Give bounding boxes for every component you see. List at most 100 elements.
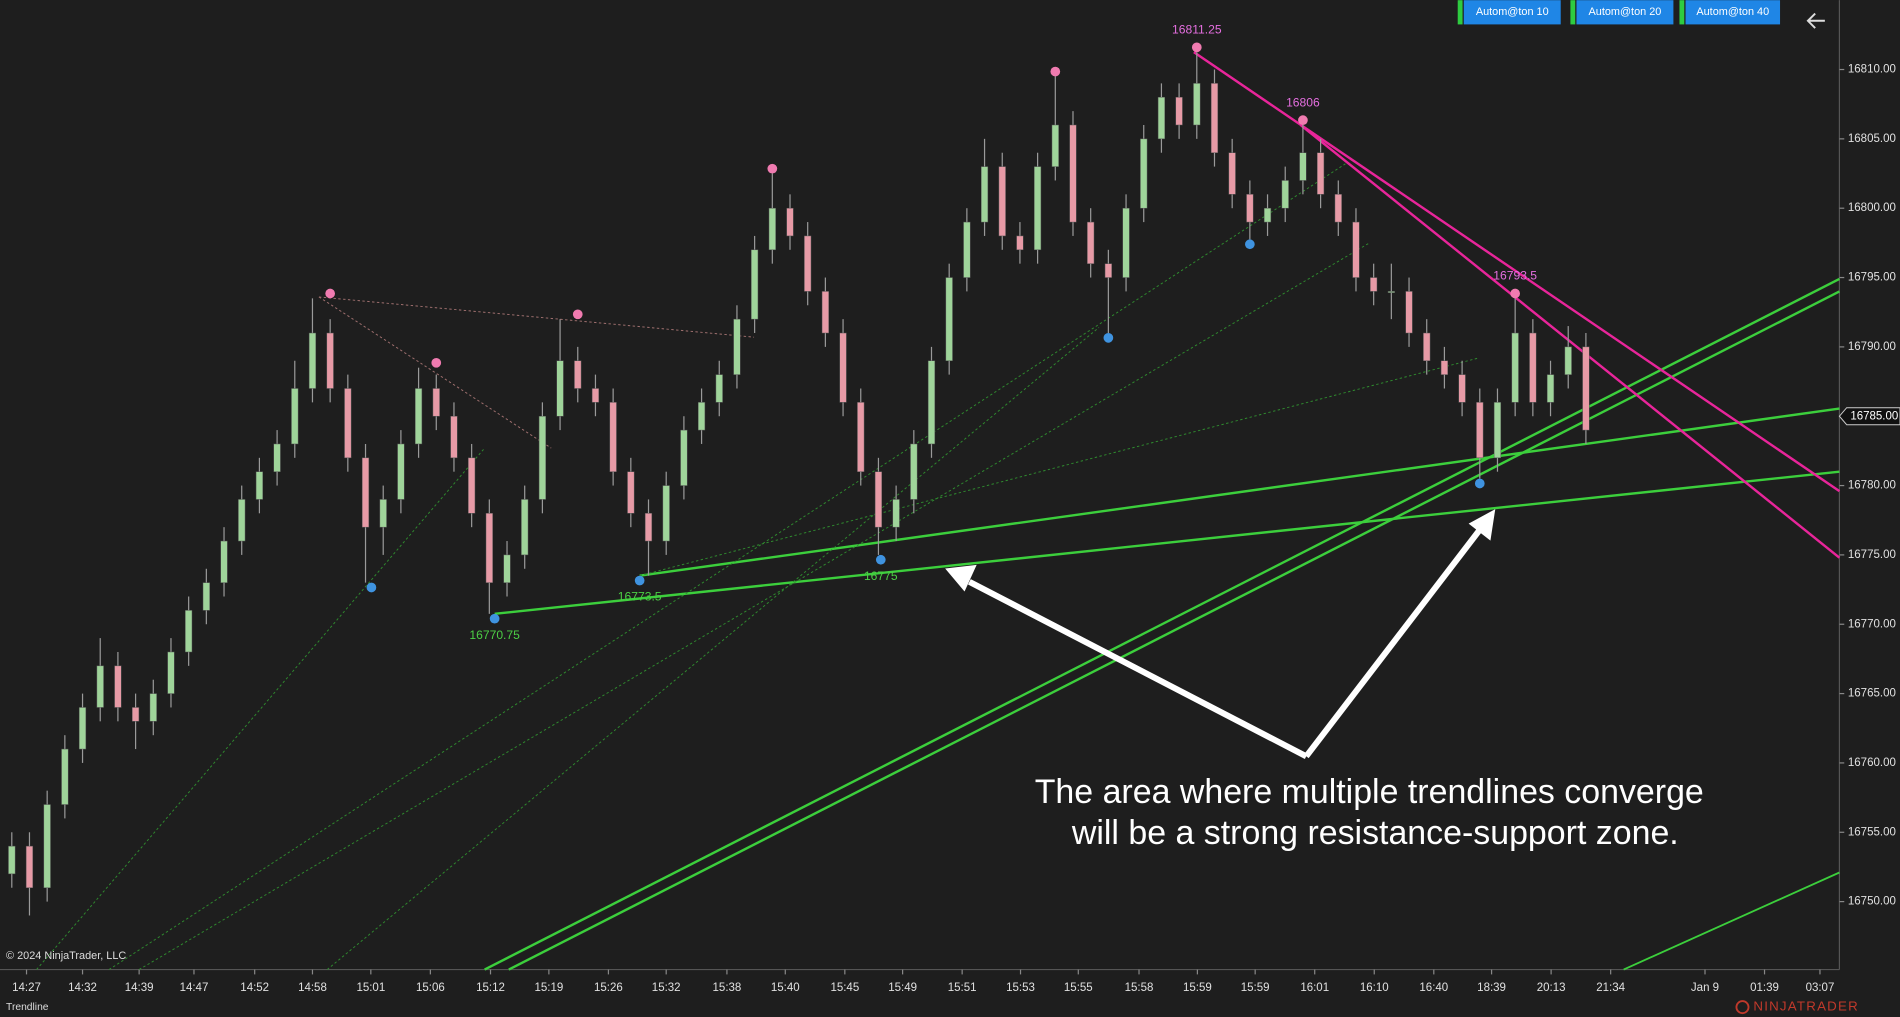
- x-tick-label: 15:58: [1125, 982, 1154, 994]
- annotation: will be a strong resistance-support zone…: [1071, 814, 1679, 852]
- button-label[interactable]: Autom@ton 20: [1589, 6, 1662, 18]
- x-tick-label: 15:38: [713, 982, 742, 994]
- candle-body: [1016, 235, 1024, 251]
- button[interactable]: [1463, 0, 1561, 25]
- candle-body: [680, 429, 688, 486]
- candle-body: [857, 402, 865, 472]
- y-tick-label: 16805.00: [1848, 133, 1896, 145]
- candle-body: [238, 499, 246, 542]
- trendline: [1623, 871, 1840, 971]
- trendline: [508, 290, 1840, 971]
- candle-body: [1423, 332, 1431, 361]
- tab-label[interactable]: Trendline: [6, 1002, 49, 1013]
- candle-body: [1104, 263, 1112, 278]
- pivot-marker: [767, 163, 778, 174]
- candle-body: [574, 360, 582, 389]
- y-tick-label: 16755.00: [1848, 826, 1896, 838]
- candle-body: [609, 402, 617, 472]
- x-tick-label: 15:19: [534, 982, 563, 994]
- last-price-label: 16785.00: [1850, 410, 1898, 422]
- candle-body: [804, 235, 812, 292]
- trendline: [494, 470, 1840, 616]
- x-tick-label: 15:51: [948, 982, 977, 994]
- button-label[interactable]: Autom@ton 10: [1476, 6, 1549, 18]
- y-tick-label: 16775.00: [1848, 549, 1896, 561]
- arrow-head: [945, 564, 977, 592]
- x-tick-label: 15:12: [476, 982, 505, 994]
- callout-arrows: [945, 509, 1496, 759]
- candle-body: [202, 582, 210, 611]
- y-tick-label: 16795.00: [1848, 272, 1896, 284]
- candle-body: [874, 471, 883, 528]
- candle-body: [149, 693, 157, 722]
- x-tick-label: 15:53: [1006, 982, 1035, 994]
- button-label[interactable]: Autom@ton 40: [1696, 6, 1769, 18]
- candle-body: [1352, 221, 1360, 278]
- candle-body: [715, 374, 723, 403]
- pivot-marker: [489, 613, 500, 624]
- candle-body: [751, 249, 759, 320]
- candle-body: [167, 651, 175, 694]
- candle-body: [1476, 402, 1484, 459]
- x-tick-label: 18:39: [1477, 982, 1506, 994]
- candle-body: [1299, 152, 1307, 181]
- candle-body: [1511, 332, 1519, 403]
- candle-body: [25, 845, 34, 888]
- x-tick-label: 15:40: [771, 982, 800, 994]
- logo: NINJATRADER: [1753, 999, 1859, 1014]
- candle-body: [185, 610, 193, 653]
- candle-body: [892, 499, 900, 528]
- candle-body: [998, 166, 1006, 237]
- candle-body: [1193, 83, 1201, 126]
- pivot-label: 16775: [864, 569, 898, 583]
- x-tick-label: 15:45: [830, 982, 859, 994]
- pivot-marker: [1298, 115, 1308, 125]
- candle-body: [255, 471, 263, 500]
- button[interactable]: [1576, 0, 1674, 25]
- x-tick-label: 14:32: [68, 982, 97, 994]
- candle-body: [963, 221, 971, 278]
- x-tick-label: 15:26: [594, 982, 623, 994]
- pivot-marker: [1510, 288, 1521, 299]
- trendline: [639, 357, 1479, 577]
- candle-body: [1157, 97, 1165, 140]
- pivot-marker: [1103, 333, 1114, 343]
- candle-body: [839, 332, 847, 403]
- x-tick-label: 03:07: [1806, 982, 1835, 994]
- candle-body: [1529, 332, 1537, 403]
- candle-body: [1582, 346, 1590, 431]
- pivot-marker: [634, 575, 645, 586]
- candle-body: [450, 415, 458, 459]
- candle-body: [521, 499, 529, 556]
- candle-body: [468, 457, 476, 514]
- last-price-box: [1838, 407, 1900, 426]
- candle-body: [927, 360, 936, 445]
- candle-body: [786, 207, 794, 237]
- logo-icon: [1735, 1000, 1750, 1015]
- candle-body: [980, 166, 989, 223]
- pivot-marker: [325, 288, 335, 299]
- candle-body: [1458, 374, 1466, 403]
- x-tick-label: 14:39: [125, 982, 154, 994]
- candle-body: [768, 207, 776, 251]
- button-flag: [1679, 0, 1685, 25]
- x-tick-label: 16:40: [1419, 982, 1448, 994]
- candle-body: [945, 277, 953, 361]
- button[interactable]: [1685, 0, 1781, 25]
- candle-body: [697, 402, 706, 431]
- candle-body: [1440, 360, 1448, 375]
- candle-body: [1122, 207, 1130, 278]
- candle-body: [1228, 152, 1236, 195]
- back-arrow[interactable]: [1806, 12, 1825, 29]
- pivot-label: 16770.75: [469, 628, 520, 642]
- trendline: [36, 447, 485, 970]
- x-tick-label: 20:13: [1537, 982, 1566, 994]
- pivot-marker: [1191, 42, 1202, 53]
- pivot-marker: [1245, 239, 1255, 250]
- x-tick-label: 15:32: [652, 982, 681, 994]
- candle-body: [538, 415, 546, 500]
- x-tick-label: 14:47: [180, 982, 209, 994]
- pivot-label: 16806: [1286, 95, 1320, 109]
- y-tick-label: 16810.00: [1848, 64, 1896, 76]
